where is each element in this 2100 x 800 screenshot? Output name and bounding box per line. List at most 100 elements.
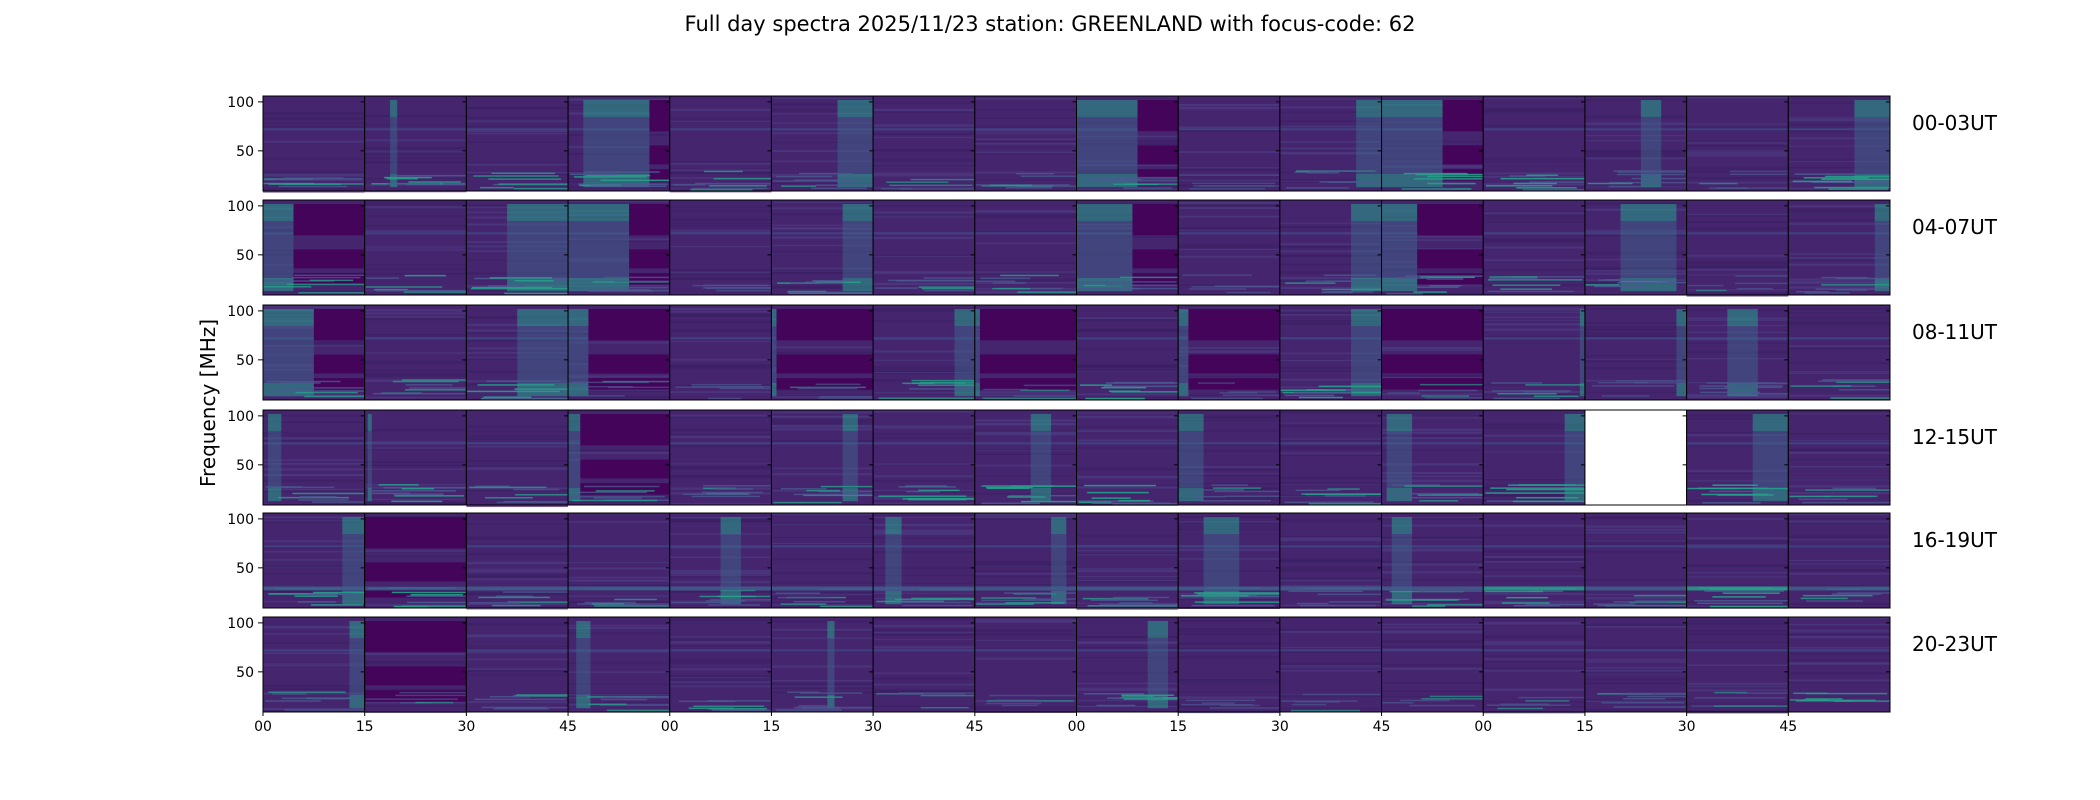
panel-frame	[1787, 409, 1891, 506]
low-freq-emission	[1226, 291, 1271, 294]
freq-band	[974, 231, 1077, 233]
freq-band	[1076, 140, 1179, 143]
freq-band	[1076, 476, 1179, 479]
freq-band	[1279, 666, 1382, 668]
low-freq-emission	[489, 277, 553, 279]
low-freq-emission	[780, 487, 827, 490]
freq-band	[1381, 561, 1484, 563]
freq-band	[669, 108, 772, 111]
freq-band	[771, 351, 874, 354]
freq-band	[1178, 474, 1280, 477]
low-freq-emission	[474, 698, 567, 701]
freq-band	[1381, 649, 1484, 652]
freq-band	[1381, 664, 1484, 667]
freq-band	[1076, 143, 1179, 146]
spectrum-panel	[770, 616, 874, 713]
low-freq-emission	[1108, 390, 1141, 392]
freq-band	[1686, 167, 1789, 170]
freq-band	[669, 428, 772, 432]
freq-band	[1076, 319, 1179, 322]
freq-band	[466, 574, 569, 577]
freq-band	[364, 447, 467, 449]
panel-background	[873, 617, 975, 712]
freq-band	[1686, 227, 1789, 230]
freq-band	[1584, 134, 1687, 137]
freq-band	[873, 646, 975, 649]
x-tick-label: 15	[1576, 719, 1594, 735]
low-freq-emission	[1724, 386, 1783, 389]
low-freq-emission	[773, 180, 844, 182]
low-freq-emission	[896, 280, 975, 282]
freq-band	[1076, 646, 1179, 649]
freq-band	[771, 128, 874, 131]
freq-band	[466, 561, 569, 565]
low-freq-emission	[1427, 182, 1476, 185]
freq-band	[1178, 246, 1280, 249]
freq-band	[263, 117, 365, 120]
freq-band	[974, 210, 1077, 212]
low-freq-emission	[392, 380, 459, 383]
freq-band	[1076, 475, 1179, 478]
dark-block	[1381, 378, 1484, 390]
low-freq-emission	[1077, 500, 1154, 502]
low-freq-emission	[1182, 274, 1252, 276]
freq-band	[1076, 486, 1179, 489]
low-freq-emission	[1121, 695, 1154, 697]
low-freq-emission	[711, 709, 766, 711]
freq-band	[568, 693, 670, 696]
freq-band	[1279, 337, 1382, 340]
low-freq-emission	[1616, 173, 1685, 176]
low-freq-emission	[672, 183, 706, 186]
spectrum-panel	[1381, 512, 1484, 609]
freq-band	[1788, 681, 1890, 684]
low-freq-emission	[1220, 704, 1260, 707]
freq-band	[1788, 659, 1890, 662]
freq-band	[1584, 586, 1687, 591]
low-freq-emission	[1802, 501, 1890, 504]
low-freq-emission	[1087, 491, 1149, 494]
panel-background	[466, 617, 569, 712]
freq-band	[568, 545, 670, 548]
freq-band	[1686, 154, 1789, 157]
spectrum-panel	[567, 512, 671, 609]
low-freq-emission	[908, 388, 974, 390]
low-freq-emission	[1798, 498, 1848, 500]
freq-band	[669, 619, 772, 622]
freq-band	[873, 369, 975, 372]
freq-band	[974, 108, 1077, 111]
spectrum-panel	[1584, 199, 1688, 296]
low-freq-emission	[1101, 178, 1142, 181]
low-freq-emission	[1004, 592, 1077, 594]
dark-block	[629, 204, 670, 236]
freq-band	[364, 248, 467, 251]
freq-band	[1483, 175, 1585, 178]
freq-band	[669, 658, 772, 661]
freq-band	[1178, 229, 1280, 231]
freq-band	[1483, 215, 1585, 218]
freq-band	[1279, 558, 1382, 562]
low-freq-emission	[1102, 598, 1149, 601]
freq-band	[1483, 310, 1585, 312]
low-freq-emission	[298, 499, 349, 501]
row-time-label: 16-19UT	[1912, 528, 1998, 552]
low-freq-emission	[923, 277, 975, 279]
low-freq-emission	[918, 489, 960, 492]
low-freq-emission	[1078, 287, 1141, 290]
low-freq-emission	[516, 694, 569, 696]
y-tick-label: 100	[227, 512, 254, 528]
burst	[1727, 325, 1758, 383]
freq-band	[669, 556, 772, 559]
freq-band	[1483, 232, 1585, 235]
freq-band	[1279, 128, 1382, 131]
freq-band	[568, 341, 670, 344]
low-freq-emission	[601, 286, 669, 289]
freq-band	[364, 157, 467, 160]
freq-band	[974, 516, 1077, 519]
freq-band	[1483, 706, 1585, 708]
freq-band	[1686, 358, 1789, 360]
freq-band	[568, 671, 670, 673]
low-freq-emission	[1305, 493, 1382, 496]
low-freq-emission	[1085, 397, 1145, 400]
freq-band	[1686, 630, 1789, 633]
freq-band	[1686, 266, 1789, 269]
